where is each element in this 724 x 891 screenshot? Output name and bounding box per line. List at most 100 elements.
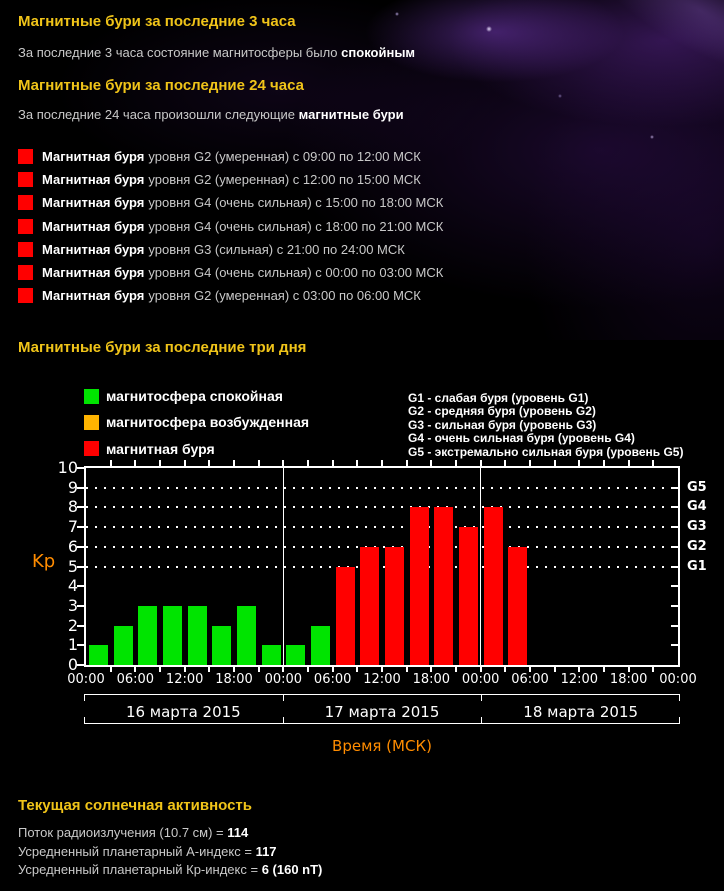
bottom-axis-tick bbox=[455, 667, 457, 672]
top-axis-tick bbox=[109, 460, 112, 466]
storm-list-item: Магнитная буря уровня G2 (умеренная) с 12… bbox=[18, 171, 421, 188]
top-axis-tick bbox=[529, 460, 531, 466]
storm-name: Магнитная буря bbox=[42, 288, 145, 304]
storm-level-description: G3 - сильная буря (уровень G3) bbox=[408, 417, 597, 432]
storm-level-icon bbox=[18, 265, 33, 280]
kp-bar bbox=[360, 546, 380, 665]
y-axis-tick bbox=[77, 486, 84, 489]
top-axis-tick bbox=[479, 460, 482, 466]
top-axis-tick bbox=[208, 460, 211, 466]
storm-details: уровня G3 (сильная) с 21:00 по 24:00 МСК bbox=[148, 241, 405, 257]
x-axis-tick-label: 18:00 bbox=[412, 672, 451, 687]
y-axis-tick bbox=[77, 467, 84, 469]
y-axis-tick-label: 3 bbox=[67, 595, 78, 615]
top-axis-tick bbox=[553, 460, 556, 466]
bottom-axis-tick bbox=[430, 667, 433, 672]
top-axis-tick bbox=[159, 460, 161, 466]
right-axis-tick bbox=[671, 565, 678, 568]
legend-color-swatch bbox=[84, 441, 99, 457]
storm-level-icon bbox=[18, 241, 33, 257]
legend-label: магнитосфера возбужденная bbox=[106, 414, 310, 431]
kp-bar bbox=[236, 605, 256, 665]
right-axis-label: G4 bbox=[687, 499, 707, 515]
solar-metric-value: 6 (160 nT) bbox=[261, 862, 323, 878]
day-label: 17 марта 2015 bbox=[324, 703, 440, 721]
kp-bar bbox=[458, 527, 478, 665]
storm-level-icon bbox=[18, 149, 33, 164]
gridline-kp8 bbox=[86, 506, 678, 509]
day-bracket-tick bbox=[84, 717, 85, 724]
day-bracket-tick bbox=[282, 717, 284, 724]
x-axis-tick-label: 18:00 bbox=[215, 672, 253, 687]
kp-bar-chart bbox=[84, 466, 680, 667]
kp-bar bbox=[162, 605, 182, 665]
bottom-axis-tick bbox=[233, 667, 235, 672]
storm-name: Магнитная буря bbox=[42, 195, 145, 211]
right-axis-tick bbox=[671, 624, 678, 627]
day-label: 18 марта 2015 bbox=[523, 703, 639, 721]
day-label: 16 марта 2015 bbox=[125, 703, 241, 721]
legend-item: магнитосфера возбужденная bbox=[84, 414, 309, 430]
x-axis-tick-label: 00:00 bbox=[659, 672, 697, 687]
solar-metric-label: Поток радиоизлучения (10.7 см) = bbox=[18, 825, 224, 840]
status-24h-text: За последние 24 часа произошли следующие… bbox=[18, 107, 404, 122]
y-axis-tick-label: 8 bbox=[67, 497, 78, 517]
x-axis-tick-label: 06:00 bbox=[511, 672, 549, 687]
section-title-3h: Магнитные бури за последние 3 часа bbox=[18, 13, 296, 30]
legend-color-swatch bbox=[84, 388, 99, 404]
storm-name: Магнитная буря bbox=[42, 172, 145, 188]
top-axis-tick bbox=[183, 460, 186, 466]
y-axis-tick-label: 7 bbox=[67, 517, 78, 537]
right-axis-label: G1 bbox=[687, 558, 707, 574]
kp-bar bbox=[286, 645, 306, 665]
bottom-axis-tick bbox=[504, 667, 507, 672]
storm-list-item: Магнитная буря уровня G3 (сильная) с 21:0… bbox=[18, 241, 405, 258]
day-bracket-tick bbox=[481, 694, 483, 701]
right-axis-tick bbox=[671, 644, 678, 647]
kp-bar bbox=[187, 605, 207, 665]
section-title-solar-activity: Текущая солнечная активность bbox=[18, 797, 253, 814]
legend-label: магнитосфера спокойная bbox=[106, 388, 283, 404]
bottom-axis-tick bbox=[578, 667, 581, 672]
storm-list-item: Магнитная буря уровня G2 (умеренная) с 09… bbox=[18, 148, 421, 165]
bottom-axis-tick bbox=[134, 667, 137, 672]
storm-level-description: G4 - очень сильная буря (уровень G4) bbox=[408, 431, 635, 446]
right-axis-label: G3 bbox=[687, 519, 707, 535]
y-axis-tick bbox=[77, 565, 84, 568]
y-axis-tick bbox=[77, 604, 84, 607]
storm-list-item: Магнитная буря уровня G2 (умеренная) с 03… bbox=[18, 287, 421, 304]
right-axis-label: G2 bbox=[687, 538, 707, 554]
bottom-axis-tick bbox=[208, 667, 211, 672]
storm-level-icon bbox=[18, 195, 33, 211]
right-axis-tick bbox=[671, 604, 678, 607]
solar-activity-line: Усредненный планетарный Кр-индекс = 6 (1… bbox=[18, 862, 322, 877]
storm-name: Магнитная буря bbox=[42, 218, 145, 234]
kp-bar bbox=[384, 546, 404, 665]
right-axis-tick bbox=[671, 526, 678, 529]
storm-level-description: G1 - слабая буря (уровень G1) bbox=[408, 391, 589, 405]
x-axis-tick-label: 00:00 bbox=[264, 672, 303, 687]
top-axis-tick bbox=[233, 460, 235, 466]
x-axis-tick-label: 00:00 bbox=[461, 672, 500, 687]
bottom-axis-tick bbox=[603, 667, 605, 672]
day-separator bbox=[282, 468, 284, 665]
kp-bar bbox=[508, 546, 528, 665]
x-axis-tick-label: 06:00 bbox=[313, 672, 352, 687]
top-axis-tick bbox=[257, 460, 260, 466]
top-axis-tick bbox=[603, 460, 605, 466]
y-axis-tick-label: 10 bbox=[57, 458, 78, 477]
bottom-axis-tick bbox=[257, 667, 260, 672]
storm-list-item: Магнитная буря уровня G4 (очень сильная) … bbox=[18, 194, 443, 211]
status-3h-value: спокойным bbox=[341, 45, 416, 60]
right-axis-tick bbox=[671, 506, 678, 509]
kp-bar bbox=[335, 566, 355, 665]
y-axis-tick-label: 5 bbox=[67, 556, 78, 576]
top-axis-tick bbox=[282, 460, 285, 466]
day-bracket-tick bbox=[679, 694, 680, 701]
y-axis-tick-label: 0 bbox=[67, 655, 78, 674]
bottom-axis-tick bbox=[356, 667, 359, 672]
top-axis-tick bbox=[455, 460, 457, 466]
top-axis-tick bbox=[430, 460, 433, 466]
x-axis-tick-label: 12:00 bbox=[560, 672, 599, 687]
